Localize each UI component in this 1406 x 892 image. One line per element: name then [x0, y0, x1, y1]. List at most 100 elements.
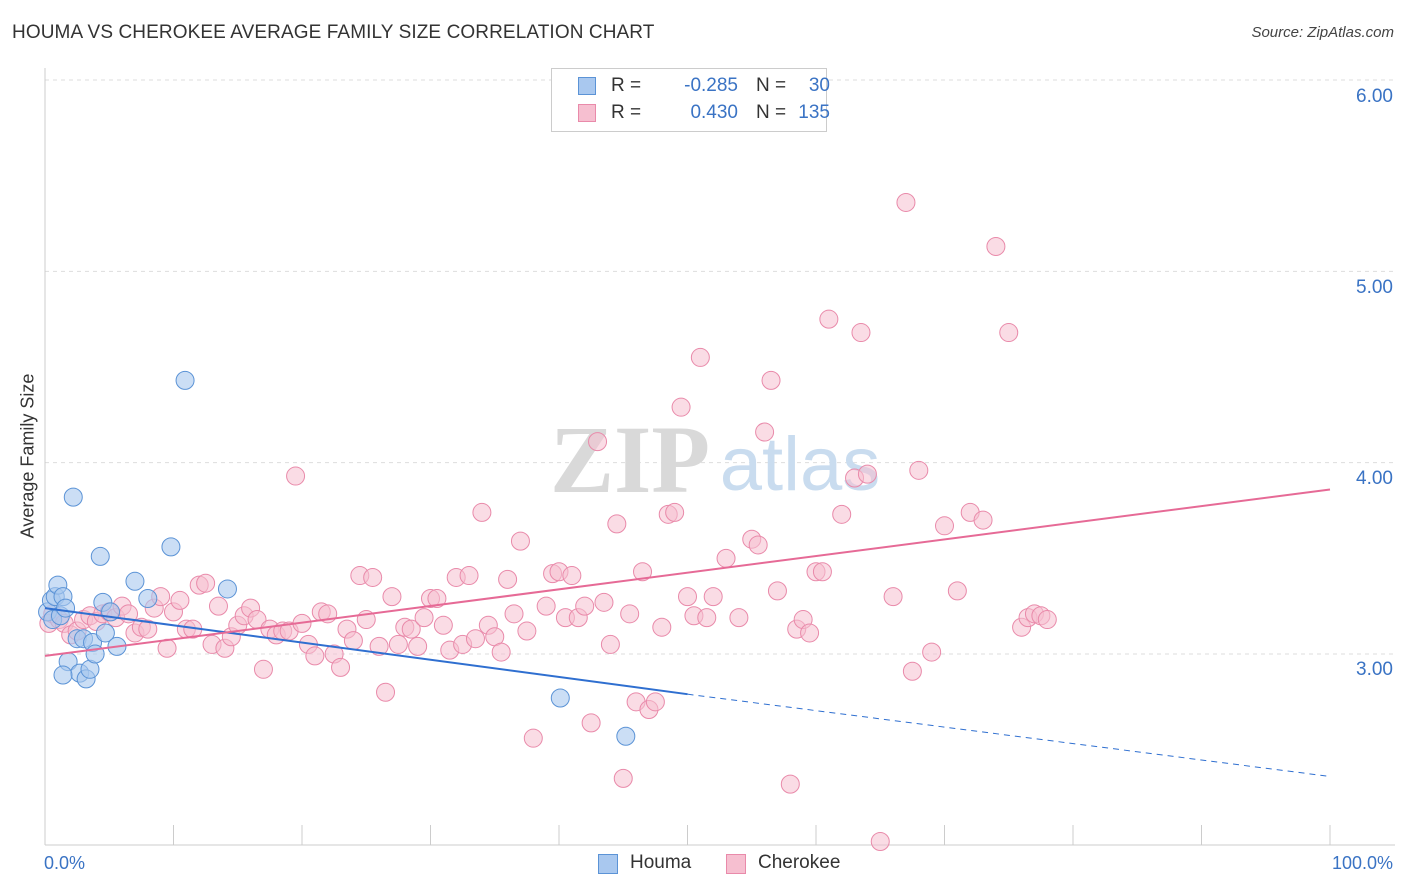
cherokee-point — [343, 631, 363, 651]
cherokee-point — [1037, 610, 1057, 630]
x-tick-label-min: 0.0% — [44, 853, 86, 873]
cherokee-point — [909, 460, 929, 480]
houma-n-value: 30 — [808, 75, 830, 96]
cherokee-point — [472, 502, 492, 522]
cherokee-point — [170, 590, 190, 610]
cherokee-n-label: N = — [756, 102, 787, 123]
cherokee-point — [812, 562, 832, 582]
watermark: ZIP atlas — [550, 406, 880, 513]
cherokee-point — [459, 566, 479, 586]
watermark-zip: ZIP — [550, 406, 710, 513]
cherokee-point — [588, 432, 608, 452]
cherokee-point — [857, 464, 877, 484]
houma-trend-line — [44, 607, 688, 696]
cherokee-point — [491, 642, 511, 662]
houma-trend-extension — [687, 693, 1331, 777]
cherokee-point — [947, 581, 967, 601]
cherokee-point — [935, 516, 954, 536]
cherokee-point — [331, 657, 351, 677]
houma-point — [95, 623, 115, 643]
cherokee-point — [800, 623, 820, 643]
cherokee-point — [613, 768, 633, 788]
cherokee-point — [607, 514, 627, 534]
cherokee-point — [902, 661, 922, 681]
cherokee-point — [433, 615, 453, 635]
houma-point — [616, 726, 636, 746]
cherokee-point — [716, 548, 736, 568]
cherokee-point — [697, 608, 717, 628]
cherokee-point — [414, 608, 434, 628]
cherokee-r-value: 0.430 — [690, 102, 738, 123]
cherokee-legend-swatch — [726, 854, 746, 874]
cherokee-point — [678, 587, 697, 607]
houma-point — [56, 598, 76, 618]
houma-point — [175, 370, 195, 390]
cherokee-point — [767, 581, 787, 601]
y-tick-label: 5.00 — [1356, 277, 1393, 298]
cherokee-point — [729, 608, 749, 628]
cherokee-point — [645, 692, 665, 712]
cherokee-point — [755, 422, 775, 442]
cherokee-r-label: R = — [611, 102, 642, 123]
cherokee-point — [870, 832, 890, 852]
houma-point — [161, 537, 181, 557]
cherokee-point — [253, 659, 273, 679]
cherokee-point — [536, 596, 556, 616]
houma-point — [138, 589, 158, 609]
houma-point — [550, 688, 570, 708]
houma-r-value: -0.285 — [684, 75, 738, 96]
houma-swatch — [578, 77, 596, 95]
cherokee-point — [208, 596, 228, 616]
houma-point — [90, 546, 110, 566]
cherokee-point — [690, 347, 710, 367]
x-tick-label-max: 100.0% — [1331, 853, 1393, 873]
cherokee-point — [427, 589, 447, 609]
cherokee-point — [510, 531, 530, 551]
cherokee-point — [922, 642, 942, 662]
houma-point — [217, 579, 237, 599]
cherokee-point — [498, 569, 518, 589]
y-axis-label: Average Family Size — [17, 373, 38, 539]
cherokee-point — [652, 617, 672, 637]
houma-point — [63, 487, 83, 507]
cherokee-point — [408, 636, 428, 656]
source-credit: Source: ZipAtlas.com — [1251, 24, 1394, 41]
cherokee-point — [138, 619, 158, 639]
houma-points — [38, 370, 636, 746]
cherokee-point — [157, 638, 177, 658]
cherokee-point — [620, 604, 640, 624]
cherokee-point — [517, 621, 537, 641]
cherokee-point — [388, 634, 408, 654]
cherokee-point — [883, 587, 903, 607]
cherokee-point — [401, 619, 421, 639]
cherokee-n-value: 135 — [798, 102, 830, 123]
cherokee-point — [286, 466, 306, 486]
cherokee-point — [575, 596, 595, 616]
cherokee-point — [376, 682, 396, 702]
cherokee-point — [832, 504, 852, 524]
houma-legend-swatch — [598, 854, 618, 874]
series-legend: Houma Cherokee — [0, 850, 1406, 880]
y-tick-label: 6.00 — [1356, 86, 1393, 107]
cherokee-point — [851, 323, 871, 343]
cherokee-point — [581, 713, 601, 733]
cherokee-point — [780, 774, 800, 794]
houma-point — [125, 571, 145, 591]
cherokee-point — [671, 397, 691, 417]
cherokee-points — [39, 192, 1057, 852]
cherokee-point — [382, 587, 402, 607]
cherokee-point — [523, 728, 543, 748]
y-tick-label: 3.00 — [1356, 659, 1393, 680]
cherokee-trend-line — [44, 488, 1331, 657]
cherokee-point — [819, 309, 839, 329]
cherokee-swatch — [578, 104, 596, 122]
houma-n-label: N = — [756, 75, 787, 96]
cherokee-point — [633, 562, 653, 582]
chart-title: HOUMA VS CHEROKEE AVERAGE FAMILY SIZE CO… — [12, 22, 655, 43]
y-tick-label: 4.00 — [1356, 468, 1393, 489]
axes — [44, 68, 1395, 846]
watermark-atlas: atlas — [720, 422, 881, 507]
houma-legend-label: Houma — [630, 852, 692, 873]
cherokee-point — [703, 587, 723, 607]
